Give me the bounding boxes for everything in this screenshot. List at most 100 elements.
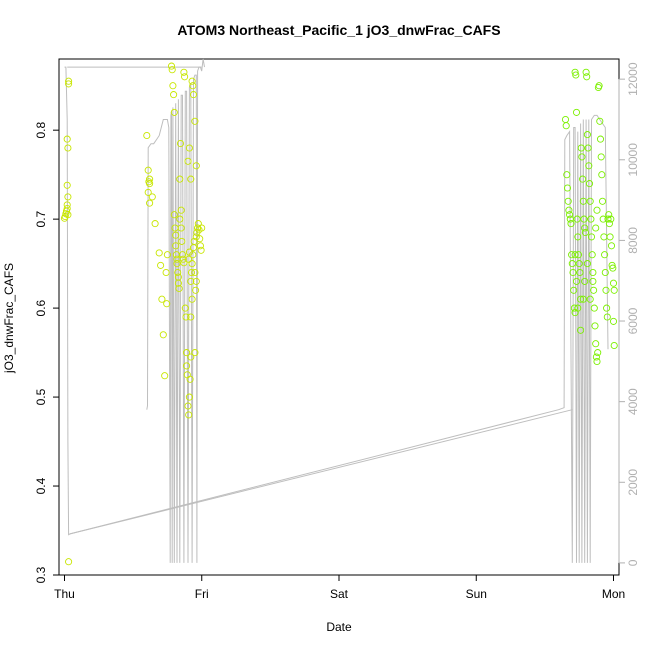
data-point: [587, 233, 596, 241]
y-tick-label: 0.3: [34, 566, 48, 583]
data-point: [191, 349, 199, 357]
data-point: [190, 237, 198, 245]
data-point: [144, 166, 152, 174]
data-point: [170, 211, 178, 219]
right-y-tick-label: 12000: [626, 62, 640, 96]
data-point: [180, 68, 188, 76]
data-point: [577, 326, 585, 334]
data-point: [601, 251, 609, 259]
data-point: [601, 268, 609, 277]
data-point: [569, 268, 577, 277]
x-tick-label: Thu: [54, 587, 75, 601]
data-point: [567, 220, 575, 228]
data-point: [609, 264, 617, 272]
data-point: [571, 68, 579, 76]
chart-title: ATOM3 Northeast_Pacific_1 jO3_dnwFrac_CA…: [177, 22, 500, 38]
data-point: [590, 286, 598, 294]
y-tick-label: 0.7: [34, 210, 48, 227]
data-point: [176, 175, 184, 183]
data-point: [595, 82, 603, 90]
data-point: [600, 233, 608, 241]
data-point: [187, 313, 195, 321]
y-tick-label: 0.4: [34, 477, 48, 494]
data-point: [196, 235, 204, 243]
data-point: [179, 255, 187, 263]
data-point: [607, 242, 616, 250]
data-point: [576, 268, 584, 277]
data-point: [592, 340, 600, 348]
data-point: [589, 268, 597, 277]
data-point: [588, 251, 596, 259]
data-point: [185, 411, 193, 419]
data-point: [176, 215, 184, 223]
altitude-line-1: [69, 409, 573, 535]
data-point: [587, 215, 595, 223]
data-point: [175, 284, 183, 293]
data-point: [577, 144, 585, 152]
data-point: [174, 279, 182, 287]
data-point: [594, 349, 602, 357]
data-point: [581, 224, 589, 232]
data-point: [597, 153, 605, 161]
data-point: [606, 233, 614, 241]
y-axis: 0.3 0.4 0.5 0.6 0.7 0.8: [34, 122, 60, 583]
data-point: [610, 341, 618, 350]
right-y-tick-label: 0: [626, 559, 640, 566]
data-point: [608, 261, 616, 269]
altitude-line-2: [64, 66, 609, 563]
plot-frame: [58, 58, 620, 576]
data-point: [568, 260, 576, 268]
data-point: [163, 251, 171, 259]
data-point: [170, 108, 178, 116]
data-point: [188, 77, 196, 85]
data-point: [189, 82, 197, 90]
right-y-tick-label: 4000: [626, 388, 640, 415]
data-point: [596, 117, 604, 125]
data-point: [605, 211, 613, 219]
data-point: [582, 68, 590, 76]
data-point: [184, 157, 192, 165]
data-point: [563, 184, 572, 192]
altitude-line-3: [146, 58, 205, 563]
data-point: [151, 220, 159, 228]
right-y-tick-label: 10000: [626, 143, 640, 177]
data-point: [562, 122, 570, 130]
data-point: [192, 277, 200, 285]
data-point: [180, 259, 188, 267]
data-point: [162, 268, 170, 277]
data-point: [157, 261, 165, 269]
data-point: [64, 144, 72, 152]
data-point: [178, 251, 187, 259]
right-y-tick-label: 6000: [626, 307, 640, 334]
data-point: [585, 180, 594, 188]
data-point: [581, 277, 589, 285]
data-point: [572, 71, 580, 79]
data-point: [167, 62, 176, 70]
data-point: [168, 66, 176, 74]
data-point: [63, 201, 71, 209]
data-point: [159, 331, 167, 339]
data-point: [577, 295, 585, 303]
x-tick-label: Sat: [330, 587, 349, 601]
data-point: [591, 322, 599, 330]
data-point: [146, 199, 154, 207]
data-point: [599, 215, 607, 223]
data-point: [593, 206, 601, 214]
data-point: [155, 249, 163, 257]
y-tick-label: 0.6: [34, 299, 48, 316]
data-point: [592, 353, 600, 361]
data-point: [170, 91, 178, 99]
data-point: [63, 181, 71, 189]
data-point: [65, 558, 73, 566]
data-point: [596, 135, 605, 143]
data-point: [198, 224, 206, 232]
data-point: [183, 362, 191, 370]
data-point: [574, 233, 582, 241]
data-point: [63, 135, 71, 143]
data-point: [187, 175, 195, 183]
data-point: [64, 193, 72, 201]
data-point: [590, 304, 598, 312]
data-point: [583, 73, 591, 81]
data-point: [589, 277, 597, 285]
data-point: [192, 162, 200, 170]
